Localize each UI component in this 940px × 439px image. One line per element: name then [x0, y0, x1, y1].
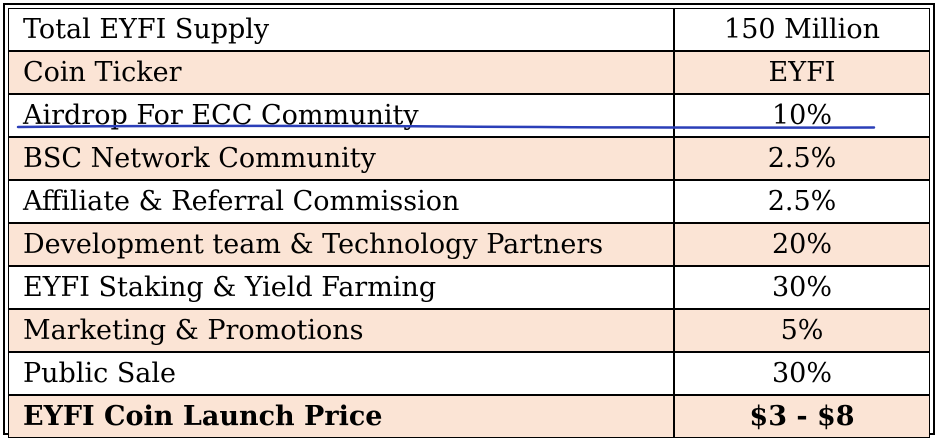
row-label-total-supply: Total EYFI Supply: [8, 8, 674, 51]
row-label-coin-ticker: Coin Ticker: [8, 51, 674, 94]
row-label-marketing: Marketing & Promotions: [8, 309, 674, 352]
row-value-public-sale: 30%: [674, 352, 930, 395]
row-value-development-team: 20%: [674, 223, 930, 266]
table-row: Public Sale 30%: [8, 352, 930, 395]
table-row: Airdrop For ECC Community 10%: [8, 94, 930, 137]
row-value-bsc-community: 2.5%: [674, 137, 930, 180]
table-row: Marketing & Promotions 5%: [8, 309, 930, 352]
row-label-staking: EYFI Staking & Yield Farming: [8, 266, 674, 309]
row-label-public-sale: Public Sale: [8, 352, 674, 395]
row-value-launch-price: $3 - $8: [674, 395, 930, 438]
row-value-total-supply: 150 Million: [674, 8, 930, 51]
table-row: Affiliate & Referral Commission 2.5%: [8, 180, 930, 223]
row-value-airdrop: 10%: [674, 94, 930, 137]
table-row: Development team & Technology Partners 2…: [8, 223, 930, 266]
tokenomics-table: Total EYFI Supply 150 Million Coin Ticke…: [8, 8, 930, 438]
table-row: Coin Ticker EYFI: [8, 51, 930, 94]
table-row: Total EYFI Supply 150 Million: [8, 8, 930, 51]
table-row: EYFI Coin Launch Price $3 - $8: [8, 395, 930, 438]
row-label-affiliate: Affiliate & Referral Commission: [8, 180, 674, 223]
row-value-affiliate: 2.5%: [674, 180, 930, 223]
row-value-marketing: 5%: [674, 309, 930, 352]
row-value-staking: 30%: [674, 266, 930, 309]
row-label-bsc-community: BSC Network Community: [8, 137, 674, 180]
row-label-development-team: Development team & Technology Partners: [8, 223, 674, 266]
row-value-coin-ticker: EYFI: [674, 51, 930, 94]
row-label-launch-price: EYFI Coin Launch Price: [8, 395, 674, 438]
tokenomics-table-frame: Total EYFI Supply 150 Million Coin Ticke…: [3, 3, 935, 438]
table-row: BSC Network Community 2.5%: [8, 137, 930, 180]
row-label-airdrop: Airdrop For ECC Community: [8, 94, 674, 137]
table-row: EYFI Staking & Yield Farming 30%: [8, 266, 930, 309]
